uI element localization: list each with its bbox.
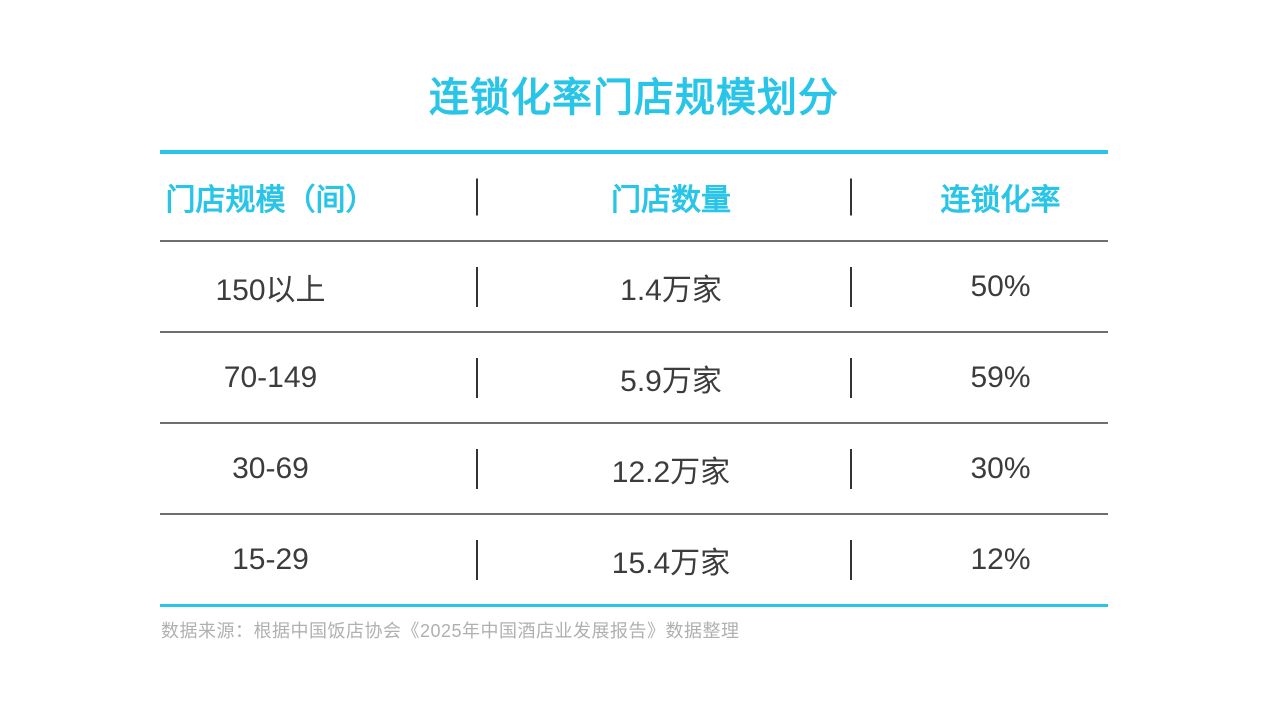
- cell-count: 15.4万家: [611, 546, 731, 580]
- cell-scale: 30-69: [232, 451, 309, 485]
- cell-rate: 12%: [970, 542, 1031, 576]
- column-divider: [476, 266, 478, 307]
- data-source-note: 数据来源：根据中国饭店协会《2025年中国酒店业发展报告》数据整理: [161, 621, 740, 641]
- accent-rule-bottom: [160, 604, 1108, 607]
- cell-scale: 70-149: [223, 360, 318, 394]
- column-divider: [476, 448, 478, 489]
- table-row: 70-149 5.9万家 59%: [160, 333, 1108, 422]
- cell-count: 12.2万家: [611, 455, 731, 489]
- table-row: 150以上 1.4万家 50%: [160, 242, 1108, 331]
- column-header-count: 门店数量: [611, 184, 731, 217]
- row-separator: [160, 513, 1108, 515]
- cell-rate: 50%: [970, 269, 1031, 303]
- cell-rate: 30%: [970, 451, 1031, 485]
- column-divider: [476, 539, 478, 580]
- column-divider: [850, 266, 852, 307]
- column-divider: [850, 357, 852, 398]
- page-title: 连锁化率门店规模划分: [429, 76, 839, 120]
- column-divider: [850, 178, 852, 216]
- cell-count: 5.9万家: [620, 364, 722, 398]
- table-row: 15-29 15.4万家 12%: [160, 515, 1108, 604]
- cell-rate: 59%: [970, 360, 1031, 394]
- column-divider: [476, 357, 478, 398]
- table-row: 30-69 12.2万家 30%: [160, 424, 1108, 513]
- column-divider: [476, 178, 478, 216]
- column-divider: [850, 448, 852, 489]
- chain-rate-table: 门店规模（间） 门店数量 连锁化率 150以上 1.4万家 50%: [160, 150, 1108, 607]
- column-divider: [850, 539, 852, 580]
- row-separator: [160, 240, 1108, 242]
- column-header-scale: 门店规模（间）: [165, 184, 376, 217]
- row-separator: [160, 422, 1108, 424]
- row-separator: [160, 331, 1108, 333]
- accent-rule-top: [160, 150, 1108, 154]
- cell-scale: 150以上: [215, 273, 326, 307]
- table-header-row: 门店规模（间） 门店数量 连锁化率: [160, 154, 1108, 240]
- cell-count: 1.4万家: [620, 273, 722, 307]
- cell-scale: 15-29: [232, 542, 309, 576]
- column-header-rate: 连锁化率: [940, 184, 1061, 217]
